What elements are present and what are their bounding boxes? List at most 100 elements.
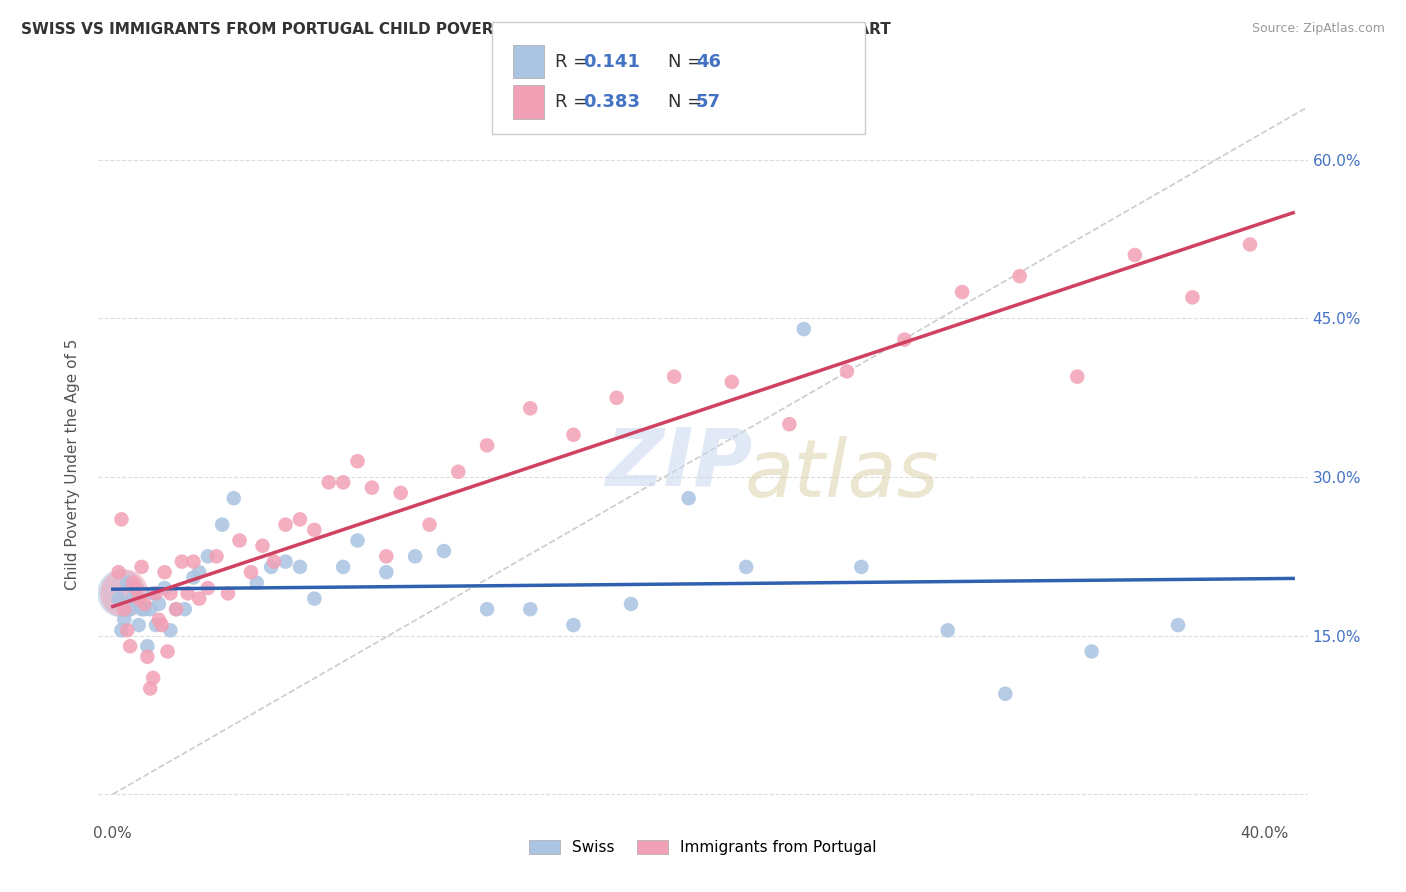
Point	[389, 486, 412, 500]
Point	[131, 560, 153, 574]
Point	[346, 533, 368, 548]
Text: SWISS VS IMMIGRANTS FROM PORTUGAL CHILD POVERTY UNDER THE AGE OF 5 CORRELATION C: SWISS VS IMMIGRANTS FROM PORTUGAL CHILD …	[21, 22, 891, 37]
Point	[735, 560, 758, 574]
Point	[433, 544, 456, 558]
Point	[222, 491, 245, 506]
Y-axis label: Child Poverty Under the Age of 5: Child Poverty Under the Age of 5	[65, 338, 80, 590]
Point	[346, 454, 368, 468]
Point	[188, 591, 211, 606]
Point	[148, 613, 170, 627]
Point	[183, 570, 205, 584]
Text: N =: N =	[668, 53, 707, 70]
Point	[304, 523, 326, 537]
Point	[418, 517, 440, 532]
Point	[107, 591, 129, 606]
Point	[228, 533, 250, 548]
Point	[519, 401, 541, 416]
Point	[1008, 269, 1031, 284]
Point	[678, 491, 700, 506]
Point	[404, 549, 426, 564]
Point	[165, 602, 187, 616]
Point	[288, 560, 311, 574]
Point	[115, 575, 138, 590]
Point	[112, 586, 135, 600]
Point	[153, 565, 176, 579]
Point	[136, 649, 159, 664]
Point	[375, 549, 398, 564]
Point	[274, 555, 297, 569]
Point	[1080, 644, 1102, 658]
Point	[120, 639, 142, 653]
Point	[136, 639, 159, 653]
Text: 0.141: 0.141	[583, 53, 640, 70]
Point	[120, 602, 142, 616]
Point	[139, 681, 162, 696]
Point	[1181, 290, 1204, 304]
Point	[145, 618, 167, 632]
Point	[142, 586, 165, 600]
Point	[1239, 237, 1261, 252]
Point	[153, 581, 176, 595]
Point	[159, 624, 181, 638]
Point	[778, 417, 800, 432]
Point	[148, 597, 170, 611]
Point	[361, 481, 384, 495]
Point	[183, 555, 205, 569]
Point	[134, 602, 156, 616]
Point	[156, 644, 179, 658]
Point	[110, 624, 132, 638]
Point	[112, 613, 135, 627]
Point	[122, 591, 145, 606]
Point	[288, 512, 311, 526]
Point	[562, 427, 585, 442]
Point	[128, 591, 150, 606]
Point	[159, 586, 181, 600]
Point	[176, 586, 198, 600]
Text: R =: R =	[555, 93, 595, 111]
Point	[664, 369, 686, 384]
Point	[318, 475, 340, 490]
Point	[793, 322, 815, 336]
Point	[112, 602, 135, 616]
Point	[173, 602, 195, 616]
Point	[332, 560, 354, 574]
Text: 57: 57	[696, 93, 721, 111]
Legend: Swiss, Immigrants from Portugal: Swiss, Immigrants from Portugal	[522, 832, 884, 863]
Point	[240, 565, 263, 579]
Point	[142, 671, 165, 685]
Point	[205, 549, 228, 564]
Point	[131, 602, 153, 616]
Point	[606, 391, 628, 405]
Point	[252, 539, 274, 553]
Point	[211, 517, 233, 532]
Point	[217, 586, 239, 600]
Point	[139, 602, 162, 616]
Text: 46: 46	[696, 53, 721, 70]
Text: ZIP: ZIP	[605, 425, 752, 503]
Point	[125, 591, 148, 606]
Point	[246, 575, 269, 590]
Point	[620, 597, 643, 611]
Point	[447, 465, 470, 479]
Point	[263, 555, 285, 569]
Text: R =: R =	[555, 53, 595, 70]
Point	[107, 565, 129, 579]
Point	[125, 581, 148, 595]
Text: atlas: atlas	[745, 435, 939, 514]
Point	[150, 618, 173, 632]
Point	[950, 285, 973, 299]
Point	[1167, 618, 1189, 632]
Point	[893, 333, 915, 347]
Point	[304, 591, 326, 606]
Point	[188, 565, 211, 579]
Point	[134, 597, 156, 611]
Text: N =: N =	[668, 93, 707, 111]
Point	[115, 624, 138, 638]
Point	[332, 475, 354, 490]
Point	[110, 586, 132, 600]
Point	[165, 602, 187, 616]
Point	[1066, 369, 1088, 384]
Point	[720, 375, 742, 389]
Point	[197, 549, 219, 564]
Point	[145, 586, 167, 600]
